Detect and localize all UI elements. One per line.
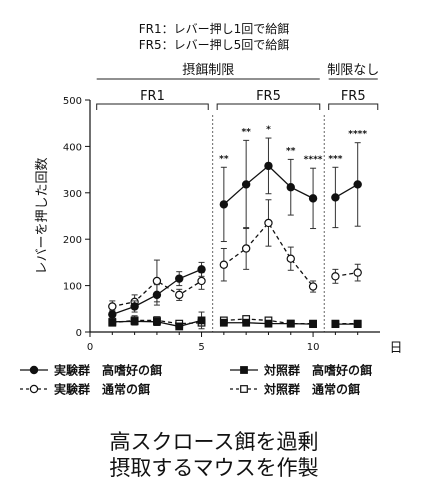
data-point-s2-x12 bbox=[353, 320, 362, 329]
series-2 bbox=[108, 311, 362, 331]
significance-x11: *** bbox=[328, 154, 342, 164]
data-point-s0-x3 bbox=[152, 290, 162, 300]
data-point-s1-x10 bbox=[308, 282, 318, 291]
data-point-s2-x9 bbox=[286, 319, 295, 328]
data-point-s1-x8 bbox=[264, 218, 273, 228]
data-point-s0-x1 bbox=[108, 310, 117, 319]
legend-label-3: 対照群 通常の餌 bbox=[263, 382, 360, 397]
header-line-1: FR1：レバー押し1回で給餌 bbox=[139, 21, 290, 36]
data-point-s2-x2 bbox=[130, 317, 139, 326]
data-point-s1-x9 bbox=[286, 254, 295, 263]
data-point-s2-x11 bbox=[331, 320, 340, 329]
legend-marker-0 bbox=[29, 365, 39, 375]
data-point-s2-x3 bbox=[153, 317, 161, 326]
caption-line-2: 摂取するマウスを作製 bbox=[109, 456, 319, 480]
y-tick-label-200: 200 bbox=[63, 235, 82, 246]
data-point-s0-x9 bbox=[286, 183, 295, 192]
legend-marker-1 bbox=[29, 384, 39, 394]
data-point-s0-x7 bbox=[241, 180, 251, 189]
bracket-label-fr1: FR1 bbox=[140, 89, 165, 104]
y-tick-label-300: 300 bbox=[63, 189, 82, 200]
data-point-s0-x6 bbox=[219, 200, 229, 209]
data-point-s2-x8 bbox=[264, 319, 273, 328]
significance-x6: ** bbox=[219, 154, 229, 164]
series-1 bbox=[108, 199, 362, 313]
data-point-s2-x7 bbox=[242, 318, 251, 327]
y-tick-label-500: 500 bbox=[63, 96, 82, 107]
legend-marker-2 bbox=[240, 366, 248, 374]
data-point-s1-x7 bbox=[241, 244, 251, 253]
series-line-s0-seg2 bbox=[335, 183, 359, 199]
x-axis-label: 日 bbox=[389, 341, 402, 356]
bracket-fr1 bbox=[96, 103, 209, 110]
data-point-s1-x6 bbox=[219, 260, 229, 269]
data-point-s1-x4 bbox=[175, 290, 184, 300]
phase-label-restricted: 摂餌制限 bbox=[182, 62, 234, 78]
data-point-s0-x11 bbox=[331, 193, 340, 202]
series-line-s1-seg0 bbox=[112, 280, 202, 308]
phase-label-unrestricted: 制限なし bbox=[327, 63, 379, 78]
data-point-s2-x1 bbox=[108, 317, 117, 326]
header-line-2: FR5：レバー押し5回で給餌 bbox=[139, 37, 290, 52]
data-point-s0-x12 bbox=[353, 180, 362, 189]
legend-label-0: 実験群 高嗜好の餌 bbox=[54, 363, 162, 378]
legend-label-2: 対照群 高嗜好の餌 bbox=[263, 363, 372, 378]
bracket-fr5-unrestricted bbox=[328, 103, 379, 110]
significance-x10: **** bbox=[304, 155, 323, 165]
data-point-s1-x3 bbox=[152, 276, 162, 286]
data-point-s0-x2 bbox=[130, 302, 139, 311]
x-tick-label-5: 5 bbox=[198, 342, 204, 353]
bracket-label-fr5-restricted: FR5 bbox=[256, 89, 281, 104]
data-point-s1-x5 bbox=[197, 276, 206, 286]
series-0 bbox=[108, 137, 362, 319]
data-point-s1-x12 bbox=[353, 268, 362, 277]
y-tick-label-400: 400 bbox=[63, 142, 82, 153]
bracket-label-fr5-unrestricted: FR5 bbox=[341, 89, 366, 104]
significance-x9: ** bbox=[286, 146, 296, 156]
significance-x8: * bbox=[266, 125, 271, 135]
data-point-s0-x8 bbox=[264, 161, 273, 171]
data-point-s2-x5 bbox=[197, 316, 206, 325]
data-point-s0-x4 bbox=[175, 274, 184, 283]
x-tick-label-0: 0 bbox=[87, 342, 93, 353]
y-tick-label-0: 0 bbox=[76, 328, 82, 339]
data-point-s2-x4 bbox=[175, 322, 184, 331]
significance-x7: ** bbox=[241, 127, 251, 137]
series-line-s1-seg1 bbox=[223, 221, 314, 287]
y-tick-label-100: 100 bbox=[63, 282, 82, 293]
bracket-fr5-restricted bbox=[216, 103, 321, 110]
data-point-s1-x11 bbox=[331, 272, 340, 281]
x-tick-label-10: 10 bbox=[307, 342, 320, 353]
data-point-s1-x1 bbox=[108, 302, 117, 311]
legend-label-1: 実験群 通常の餌 bbox=[54, 382, 150, 397]
data-point-s2-x10 bbox=[309, 320, 317, 329]
data-point-s0-x5 bbox=[197, 265, 206, 274]
data-point-s0-x10 bbox=[308, 194, 318, 203]
significance-x12: **** bbox=[348, 130, 367, 140]
caption-line-1: 高スクロース餌を過剰 bbox=[109, 430, 319, 454]
data-point-s2-x6 bbox=[219, 318, 228, 327]
legend-marker-3 bbox=[240, 385, 248, 393]
y-axis-label: レバーを押した回数 bbox=[35, 157, 50, 274]
